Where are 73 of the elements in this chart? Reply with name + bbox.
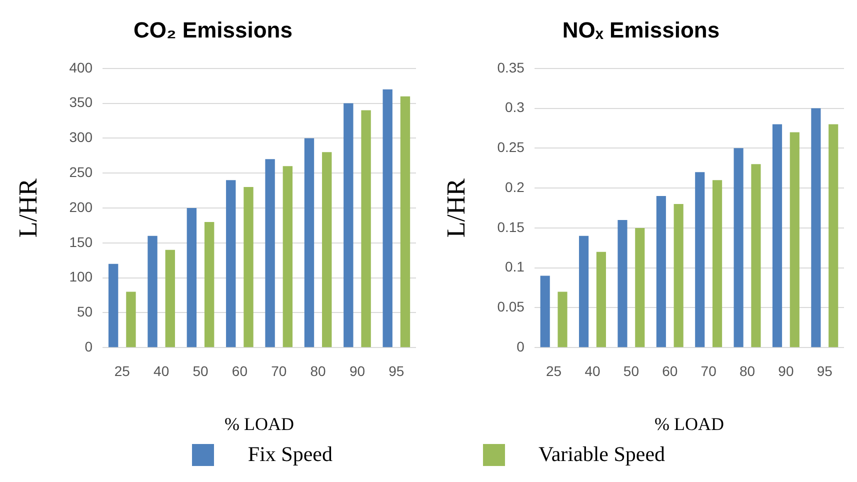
x-axis-title: % LOAD	[224, 414, 294, 434]
bar	[126, 292, 136, 348]
bar	[344, 103, 354, 348]
x-tick-label: 40	[584, 362, 600, 379]
y-tick-label: 400	[69, 59, 93, 76]
bar	[382, 89, 392, 348]
y-tick-label: 0.15	[497, 218, 525, 235]
bar	[244, 187, 254, 348]
x-tick-label: 50	[623, 362, 640, 379]
x-tick-label: 50	[192, 362, 209, 379]
bar	[304, 138, 314, 348]
y-tick-label: 100	[69, 268, 93, 285]
y-tick-label: 250	[69, 164, 93, 180]
bar	[204, 222, 214, 348]
bar	[790, 132, 800, 348]
x-tick-label: 70	[700, 362, 717, 379]
y-tick-label: 50	[76, 304, 93, 320]
x-tick-label: 40	[154, 362, 170, 379]
bar	[558, 292, 568, 348]
bar	[400, 96, 410, 348]
x-tick-label: 95	[816, 362, 833, 379]
legend-label: Variable Speed	[538, 442, 666, 467]
y-tick-label: 150	[69, 234, 93, 250]
y-tick-label: 0.3	[504, 99, 525, 116]
bar	[828, 124, 838, 348]
x-tick-label: 25	[114, 362, 130, 379]
chart-title: NOₓ Emissions	[562, 17, 720, 42]
bar	[712, 180, 722, 348]
bar	[540, 276, 550, 348]
y-tick-label: 0.25	[497, 139, 525, 156]
legend-label: Fix Speed	[248, 442, 333, 467]
bar	[165, 250, 175, 348]
bar	[751, 164, 761, 348]
bar	[772, 124, 782, 348]
y-tick-label: 0.05	[497, 298, 525, 315]
bar	[186, 208, 197, 348]
bar	[635, 228, 645, 348]
y-tick-label: 0.1	[504, 258, 525, 275]
chart-title: CO₂ Emissions	[134, 17, 292, 42]
y-axis-title: L/HR	[441, 178, 470, 238]
bar	[811, 108, 821, 348]
bar	[695, 172, 705, 348]
bar	[282, 166, 293, 348]
x-tick-label: 80	[310, 362, 326, 379]
x-tick-label: 60	[232, 362, 248, 379]
x-tick-label: 90	[349, 362, 366, 379]
x-tick-label: 90	[778, 362, 794, 379]
bar	[226, 180, 236, 348]
y-axis-title: L/HR	[13, 178, 42, 238]
bar	[148, 236, 158, 348]
x-tick-label: 25	[546, 362, 562, 379]
bar	[674, 204, 684, 348]
bar	[322, 152, 332, 348]
bar	[361, 110, 371, 348]
x-tick-label: 60	[662, 362, 678, 379]
x-tick-label: 70	[271, 362, 287, 379]
y-tick-label: 200	[69, 198, 93, 215]
y-tick-label: 0	[516, 338, 525, 354]
bar	[265, 159, 275, 348]
bar	[578, 236, 589, 348]
x-tick-label: 80	[739, 362, 756, 379]
bar	[618, 220, 628, 348]
bar	[108, 264, 118, 348]
y-tick-label: 0.35	[497, 59, 525, 76]
bar	[734, 148, 744, 348]
bar	[596, 252, 606, 348]
x-axis-title: % LOAD	[654, 414, 724, 434]
x-tick-label: 95	[388, 362, 404, 379]
bar	[656, 196, 666, 348]
y-tick-label: 0	[84, 338, 93, 354]
y-tick-label: 350	[69, 94, 93, 110]
y-tick-label: 0.2	[504, 178, 525, 195]
y-tick-label: 300	[69, 129, 93, 146]
